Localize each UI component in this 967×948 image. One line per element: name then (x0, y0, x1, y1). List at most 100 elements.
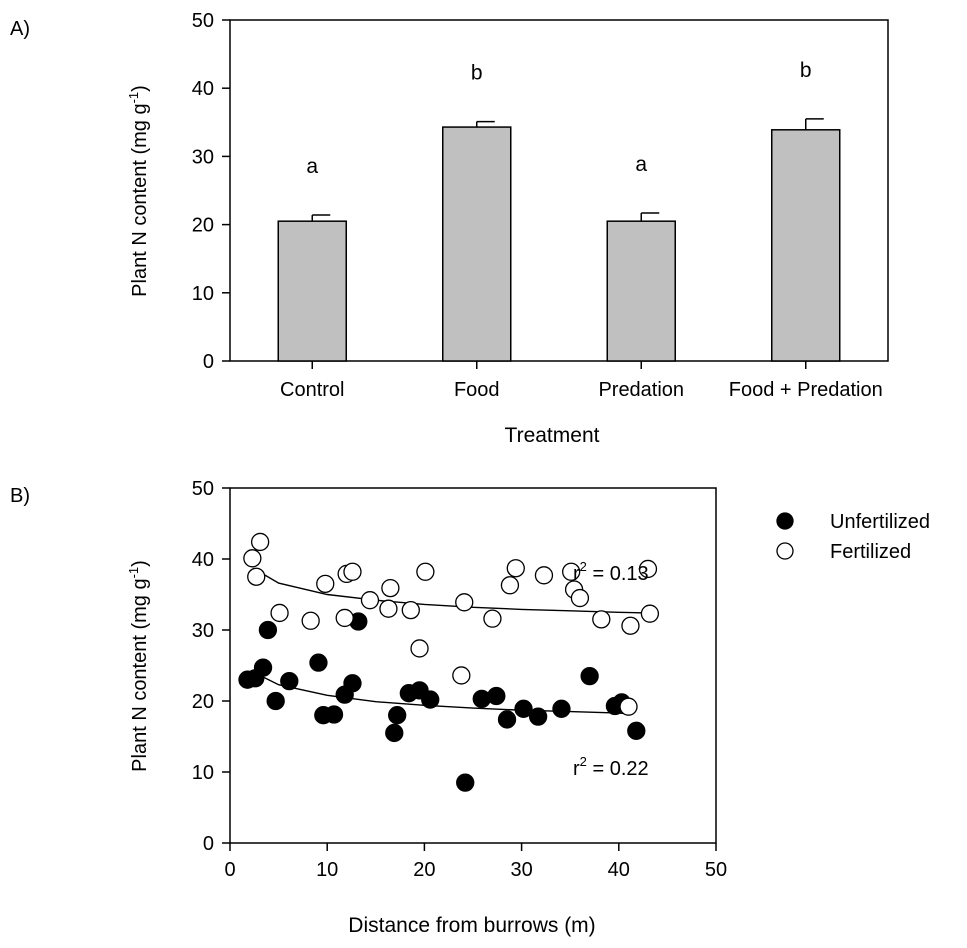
panel-b-x-axis: 0 10 20 30 40 50 (224, 843, 727, 881)
unfertilized-point (385, 723, 404, 743)
x-tick-label: 50 (705, 859, 727, 881)
panel-b-y-axis-title: Plant N content (mg g-1) (126, 560, 151, 772)
unfertilized-point (421, 690, 440, 709)
unfertilized-point (309, 653, 328, 672)
unfertilized-point (266, 691, 285, 711)
fertilized-point (619, 697, 638, 716)
y-tick-label: 50 (192, 478, 214, 500)
bar (771, 129, 841, 362)
fertilized-point (270, 603, 289, 623)
legend: Unfertilized Fertilized (776, 511, 930, 563)
x-tick-label: Predation (598, 379, 684, 401)
fertilized-point (570, 588, 590, 608)
y-tick-label: 40 (192, 549, 214, 571)
unfertilized-point (497, 710, 517, 729)
legend-unfertilized-label: Unfertilized (830, 511, 930, 533)
fertilized-point (379, 599, 398, 618)
fertilized-fit-line (253, 568, 649, 614)
unfertilized-point (514, 699, 533, 718)
legend-unfertilized-marker (776, 512, 794, 530)
fertilized-point (381, 578, 400, 598)
fertilized-point (247, 567, 266, 586)
panel-a-x-axis-title: Treatment (505, 424, 600, 447)
fertilized-point (455, 593, 474, 612)
y-tick-label: 50 (192, 10, 214, 32)
fertilized-point (401, 600, 420, 620)
x-tick-label: 40 (608, 859, 630, 881)
significance-letter: a (635, 153, 647, 176)
panel-a-bars: a b a b (277, 59, 841, 362)
significance-letter: b (800, 59, 812, 82)
unfertilized-point (388, 706, 407, 725)
x-tick-label: Food (454, 379, 500, 401)
y-tick-label: 30 (192, 620, 214, 642)
fertilized-point (243, 549, 262, 568)
fertilized-point (335, 608, 354, 628)
y-tick-label: 20 (192, 215, 214, 237)
panel-a-plot-frame (229, 19, 889, 362)
panel-b-points (238, 532, 660, 792)
unfertilized-point (324, 705, 344, 724)
fertilized-point (410, 639, 429, 658)
fertilized-point (301, 611, 320, 630)
fertilized-point (534, 566, 554, 585)
panel-a-label: A) (10, 18, 30, 40)
y-tick-label: 0 (203, 351, 214, 373)
legend-fertilized-label: Fertilized (830, 541, 911, 563)
fertilized-point (250, 532, 270, 552)
fertilized-point (562, 562, 581, 581)
x-tick-label: Control (280, 379, 344, 401)
unfertilized-fit-line (253, 671, 629, 715)
fertilized-point (506, 559, 525, 578)
y-tick-label: 20 (192, 691, 214, 713)
unfertilized-point (528, 707, 548, 726)
fertilized-point (621, 616, 640, 635)
panel-a-bar-chart: 0 10 20 30 40 50 a b a b Control Food Predation Foo… (126, 10, 889, 447)
panel-b-scatter-chart: 0 10 20 30 40 50 0 10 20 30 40 50 r2 = 0.13 r2 = 0… (126, 478, 930, 937)
panel-b-fit-lines (253, 568, 649, 715)
unfertilized-point (487, 686, 506, 706)
fertilized-point (360, 591, 380, 610)
unfertilized-r2-annotation: r2 = 0.22 (573, 754, 649, 780)
y-tick-label: 10 (192, 283, 214, 305)
legend-fertilized-marker (776, 542, 794, 560)
unfertilized-point (552, 699, 571, 718)
fertilized-point (640, 604, 660, 623)
significance-letter: a (306, 155, 318, 178)
panel-a-y-axis: 0 10 20 30 40 50 (192, 10, 230, 373)
unfertilized-point (258, 620, 278, 640)
unfertilized-point (627, 721, 646, 740)
panel-b-plot-frame (229, 487, 717, 844)
panel-a-x-axis: Control Food Predation Food + Predation (280, 361, 883, 401)
panel-b-y-axis: 0 10 20 30 40 50 (192, 478, 230, 855)
panel-a-y-axis-title: Plant N content (mg g-1) (126, 85, 151, 297)
bar (277, 220, 347, 362)
panel-b-x-axis-title: Distance from burrows (m) (348, 914, 595, 937)
y-tick-label: 10 (192, 762, 214, 784)
fertilized-point (638, 559, 658, 579)
x-tick-label: 30 (510, 859, 532, 881)
fertilized-point (416, 562, 435, 581)
fertilized-point (592, 610, 611, 629)
unfertilized-point (253, 658, 273, 677)
fertilized-point (500, 576, 520, 595)
bar (442, 126, 512, 362)
unfertilized-point (343, 674, 362, 693)
x-tick-label: 0 (224, 859, 235, 881)
x-tick-label: 10 (316, 859, 338, 881)
fertilized-r2-annotation: r2 = 0.13 (573, 559, 649, 585)
fertilized-point (316, 574, 335, 593)
unfertilized-point (280, 671, 299, 691)
unfertilized-point (580, 667, 599, 686)
fertilized-point (452, 666, 471, 685)
y-tick-label: 40 (192, 78, 214, 100)
significance-letter: b (471, 62, 483, 85)
panel-b-label: B) (10, 485, 30, 507)
y-tick-label: 0 (203, 833, 214, 855)
unfertilized-point (456, 773, 475, 792)
bar (606, 220, 676, 362)
fertilized-point (483, 609, 502, 628)
x-tick-label: Food + Predation (729, 379, 883, 401)
x-tick-label: 20 (413, 859, 435, 881)
